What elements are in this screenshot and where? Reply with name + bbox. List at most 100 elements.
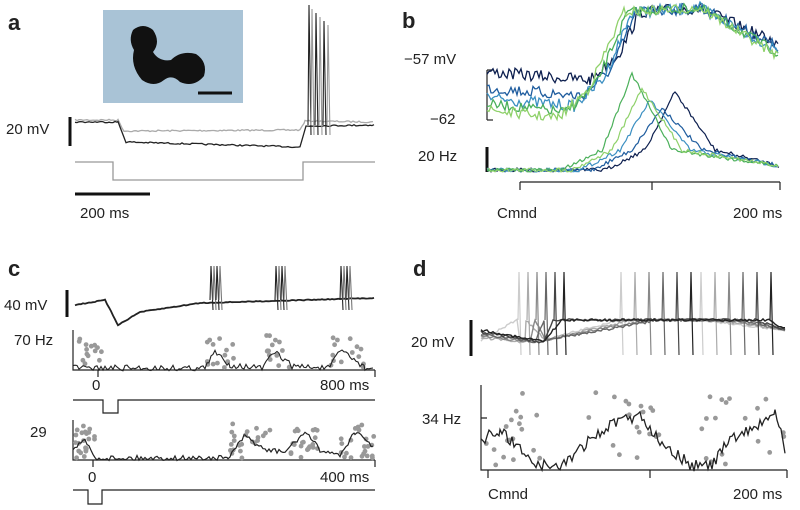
spike xyxy=(535,271,540,356)
scale-label: 70 Hz xyxy=(14,332,53,349)
spike xyxy=(209,265,214,311)
trace xyxy=(486,4,779,122)
dot xyxy=(231,438,237,443)
dot xyxy=(83,445,88,451)
dot xyxy=(215,360,220,366)
axis-label: 0 xyxy=(88,469,96,486)
dot xyxy=(255,438,260,443)
trace xyxy=(480,317,785,343)
scale-label: 34 Hz xyxy=(422,411,461,428)
dot xyxy=(707,394,713,400)
dot xyxy=(656,432,662,438)
dot xyxy=(767,450,773,455)
rate-trace xyxy=(72,431,374,462)
dot xyxy=(699,426,705,432)
spike xyxy=(310,8,315,136)
axis-label: 400 ms xyxy=(320,469,369,486)
dot xyxy=(704,416,709,421)
dot xyxy=(586,415,592,420)
micrograph xyxy=(103,10,243,103)
trace xyxy=(486,2,779,115)
dot xyxy=(231,433,237,439)
dot xyxy=(207,337,213,343)
neuron-image xyxy=(130,26,205,84)
rate-trace xyxy=(486,87,779,173)
dot xyxy=(347,336,353,342)
spike xyxy=(322,20,327,136)
trace xyxy=(74,120,375,149)
trace xyxy=(486,0,779,113)
dot xyxy=(503,424,509,429)
dot xyxy=(626,412,632,418)
spike xyxy=(633,271,638,356)
dot xyxy=(298,443,304,449)
dot xyxy=(222,352,228,358)
dot xyxy=(703,456,709,461)
dot xyxy=(727,396,732,401)
dot xyxy=(312,435,318,441)
scale-label: 29 xyxy=(30,424,47,441)
spike xyxy=(212,265,217,311)
dot xyxy=(277,339,282,345)
rate-axis xyxy=(480,385,788,478)
dot xyxy=(612,394,617,400)
rate-trace xyxy=(480,409,786,473)
dot xyxy=(298,454,304,460)
spike xyxy=(713,271,718,356)
dot xyxy=(626,401,632,407)
dot xyxy=(239,455,245,461)
dot xyxy=(634,424,640,430)
dot xyxy=(229,429,235,435)
dot xyxy=(230,421,236,427)
trace xyxy=(480,317,786,344)
panel-label: b xyxy=(402,8,415,33)
dot xyxy=(638,403,644,409)
scale-label: 200 ms xyxy=(80,205,129,222)
dot xyxy=(634,455,640,460)
dot xyxy=(288,450,294,455)
spike xyxy=(215,265,220,311)
dot xyxy=(362,448,368,454)
dot xyxy=(339,441,345,446)
spike xyxy=(526,271,531,356)
rate-trace xyxy=(486,100,779,173)
spike xyxy=(727,271,732,356)
dot xyxy=(74,455,79,461)
spike xyxy=(517,271,522,356)
dot xyxy=(87,426,93,432)
dot xyxy=(230,342,236,347)
dot xyxy=(92,436,97,442)
dot xyxy=(95,345,100,350)
spike xyxy=(348,265,353,311)
dot xyxy=(755,438,761,444)
spike xyxy=(755,271,760,356)
spike xyxy=(769,271,774,356)
dot xyxy=(359,422,365,428)
command-trace xyxy=(73,399,375,414)
dot xyxy=(742,415,748,421)
dot xyxy=(81,454,87,459)
dot xyxy=(338,436,344,442)
dot xyxy=(73,432,79,438)
scale-label: 20 mV xyxy=(6,121,49,138)
scale-label: 20 Hz xyxy=(418,148,457,165)
dot xyxy=(593,390,599,396)
dot xyxy=(74,427,80,433)
dot xyxy=(217,336,223,341)
dot xyxy=(228,442,234,447)
dot xyxy=(330,335,336,341)
trace xyxy=(486,2,779,101)
rate-trace xyxy=(486,107,779,173)
dot xyxy=(310,427,316,433)
dot xyxy=(239,441,245,447)
dot xyxy=(82,361,88,367)
dot xyxy=(358,346,364,352)
dot xyxy=(537,455,543,461)
spike xyxy=(562,271,567,356)
panel-label: c xyxy=(8,256,20,281)
dot xyxy=(254,425,259,431)
dot xyxy=(348,455,354,460)
spike xyxy=(339,265,344,311)
dot xyxy=(364,453,370,459)
spike xyxy=(318,16,323,136)
